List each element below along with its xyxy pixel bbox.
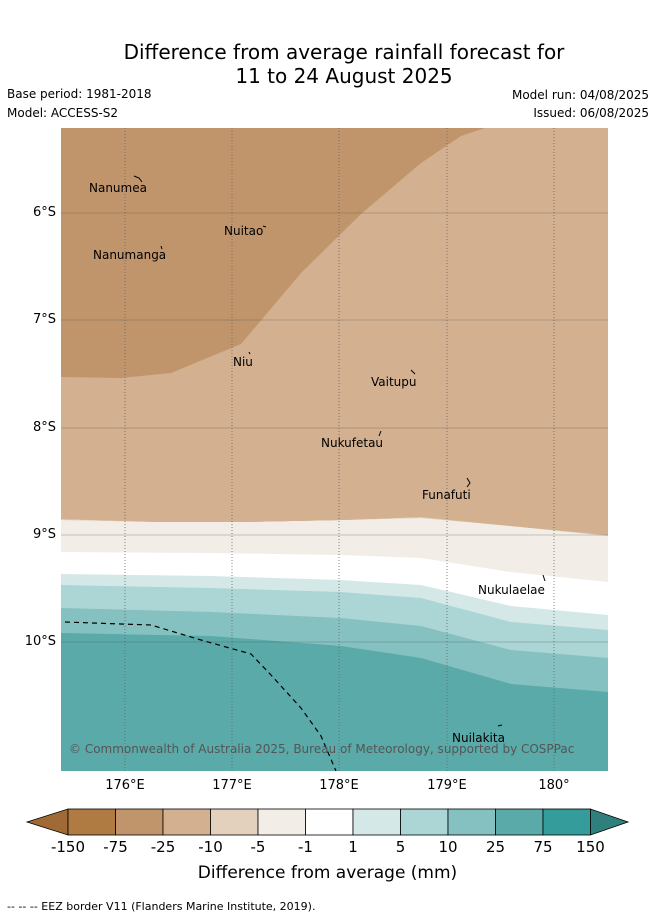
lat-tick-label: 10°S xyxy=(24,634,56,649)
copyright-notice: © Commonwealth of Australia 2025, Bureau… xyxy=(69,742,575,756)
issued-date: Issued: 06/08/2025 xyxy=(533,106,649,120)
lon-tick-label: 176°E xyxy=(105,778,145,793)
place-label: Nanumea xyxy=(89,181,147,195)
lat-tick-label: 6°S xyxy=(32,205,56,220)
lat-tick-label: 8°S xyxy=(32,420,56,435)
lat-tick-label: 9°S xyxy=(32,527,56,542)
band-neg75-neg25 xyxy=(61,128,485,378)
base-period: Base period: 1981-2018 xyxy=(7,87,152,101)
rainfall-map[interactable] xyxy=(61,128,608,771)
colorbar-segment xyxy=(305,808,354,836)
lon-tick-label: 180° xyxy=(538,778,570,793)
graticule xyxy=(124,128,555,771)
colorbar-tick-label: 5 xyxy=(395,838,406,856)
lon-tick-label: 177°E xyxy=(212,778,252,793)
colorbar-segment xyxy=(400,808,449,836)
lat-tick-label: 7°S xyxy=(32,312,56,327)
place-label: Funafuti xyxy=(422,488,471,502)
lon-tick-label: 178°E xyxy=(319,778,359,793)
colorbar-tick-label: -10 xyxy=(198,838,223,856)
colorbar-tick-label: 150 xyxy=(576,838,605,856)
colorbar-segment xyxy=(162,808,211,836)
place-label: Nukufetau xyxy=(321,436,384,450)
colorbar-tick-label: 75 xyxy=(533,838,553,856)
lon-tick-label: 179°E xyxy=(427,778,467,793)
eez-footnote: -- -- -- EEZ border V11 (Flanders Marine… xyxy=(7,900,316,913)
colorbar-segment xyxy=(210,808,259,836)
model-run: Model run: 04/08/2025 xyxy=(511,88,649,102)
chart-title: Difference from average rainfall forecas… xyxy=(0,40,655,88)
colorbar-extend-high xyxy=(590,808,630,836)
colorbar-tick-label: -5 xyxy=(250,838,266,856)
colorbar-tick-label: 25 xyxy=(485,838,506,856)
colorbar-tick-label: -1 xyxy=(298,838,313,856)
place-label: Nanumanga xyxy=(93,248,167,262)
colorbar-tick-label: -75 xyxy=(103,838,128,856)
colorbar-tick-label: -150 xyxy=(50,838,86,856)
title-line-1: Difference from average rainfall forecas… xyxy=(123,40,565,64)
colorbar-segment xyxy=(495,808,544,836)
colorbar-segment xyxy=(115,808,164,836)
model-name: Model: ACCESS-S2 xyxy=(7,106,119,120)
place-label: Niu xyxy=(233,355,253,369)
place-label: Nuilakita xyxy=(452,731,505,745)
eez-border xyxy=(64,621,337,771)
map-svg xyxy=(61,128,608,771)
colorbar-segment xyxy=(352,808,401,836)
colorbar-segment xyxy=(542,808,591,836)
colorbar-segment xyxy=(447,808,496,836)
place-label: Nuitao xyxy=(224,224,264,238)
place-label: Nukulaelae xyxy=(478,583,545,597)
colorbar-title: Difference from average (mm) xyxy=(197,863,458,883)
place-label: Vaitupu xyxy=(371,375,417,389)
colorbar-tick-label: 10 xyxy=(438,838,458,856)
island-outlines xyxy=(133,175,546,727)
colorbar-segment xyxy=(67,808,116,836)
colorbar-extend-low xyxy=(25,808,69,836)
title-line-2: 11 to 24 August 2025 xyxy=(235,64,453,88)
colorbar-tick-label: 1 xyxy=(348,838,358,856)
colorbar xyxy=(25,808,630,836)
colorbar-segment xyxy=(257,808,306,836)
colorbar-tick-label: -25 xyxy=(150,838,176,856)
